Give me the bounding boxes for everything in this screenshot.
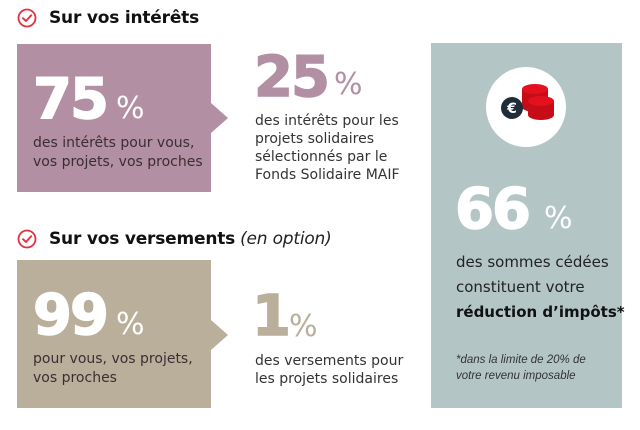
- check-circle-icon: [17, 8, 37, 28]
- description-line: des intérêts pour les: [255, 113, 399, 129]
- description-line: des intérêts pour vous,: [33, 135, 195, 151]
- section-title: Sur vos versements: [49, 229, 236, 249]
- description-line: sélectionnés par le: [255, 149, 388, 165]
- svg-text:€: €: [506, 101, 517, 117]
- description-line: vos proches: [33, 370, 117, 386]
- versements-primary-description: pour vous, vos projets, vos proches: [33, 350, 193, 388]
- description-line: vos projets, vos proches: [33, 154, 203, 170]
- interets-primary-description: des intérêts pour vous, vos projets, vos…: [33, 134, 203, 172]
- versements-secondary-description: des versements pour les projets solidair…: [255, 352, 403, 388]
- versements-primary-value: 99: [32, 283, 109, 348]
- section-title-note: (en option): [240, 229, 332, 249]
- tax-reduction-highlight: réduction d’impôts*: [456, 303, 625, 321]
- description-line: des versements pour: [255, 353, 404, 369]
- section-title: Sur vos intérêts: [49, 8, 199, 28]
- pointer-arrow: [211, 320, 228, 350]
- interets-primary-unit: %: [116, 91, 145, 126]
- description-line: projets solidaires: [255, 131, 374, 147]
- pointer-arrow: [211, 103, 228, 133]
- euro-coins-icon: €: [501, 84, 554, 120]
- interets-primary-card: [17, 44, 211, 192]
- description-line: Fonds Solidaire MAIF: [255, 167, 400, 183]
- section-heading-interets: Sur vos intérêts: [17, 6, 199, 30]
- tax-reduction-unit: %: [544, 201, 573, 236]
- description-line: les projets solidaires: [255, 371, 399, 387]
- footnote-line: *dans la limite de 20% de: [456, 354, 586, 366]
- interets-secondary-description: des intérêts pour les projets solidaires…: [255, 112, 400, 184]
- tax-footnote: *dans la limite de 20% de votre revenu i…: [456, 352, 586, 384]
- interets-primary-value: 75: [32, 67, 109, 132]
- description-line: pour vous, vos projets,: [33, 351, 193, 367]
- tax-reduction-value: 66: [454, 177, 531, 242]
- interets-secondary-value: 25: [253, 45, 330, 110]
- description-line: des sommes cédées: [456, 253, 609, 271]
- icon-badge: €: [486, 67, 566, 147]
- description-line: constituent votre: [456, 278, 585, 296]
- versements-primary-unit: %: [116, 307, 145, 342]
- section-heading-versements: Sur vos versements (en option): [17, 227, 332, 251]
- interets-secondary-unit: %: [334, 67, 363, 102]
- footnote-line: votre revenu imposable: [456, 370, 576, 382]
- versements-secondary-value: 1: [251, 284, 291, 349]
- versements-secondary-unit: %: [289, 309, 318, 344]
- check-circle-icon: [17, 229, 37, 249]
- versements-primary-card: [17, 260, 211, 408]
- tax-reduction-description: des sommes cédées constituent votre rédu…: [456, 250, 625, 325]
